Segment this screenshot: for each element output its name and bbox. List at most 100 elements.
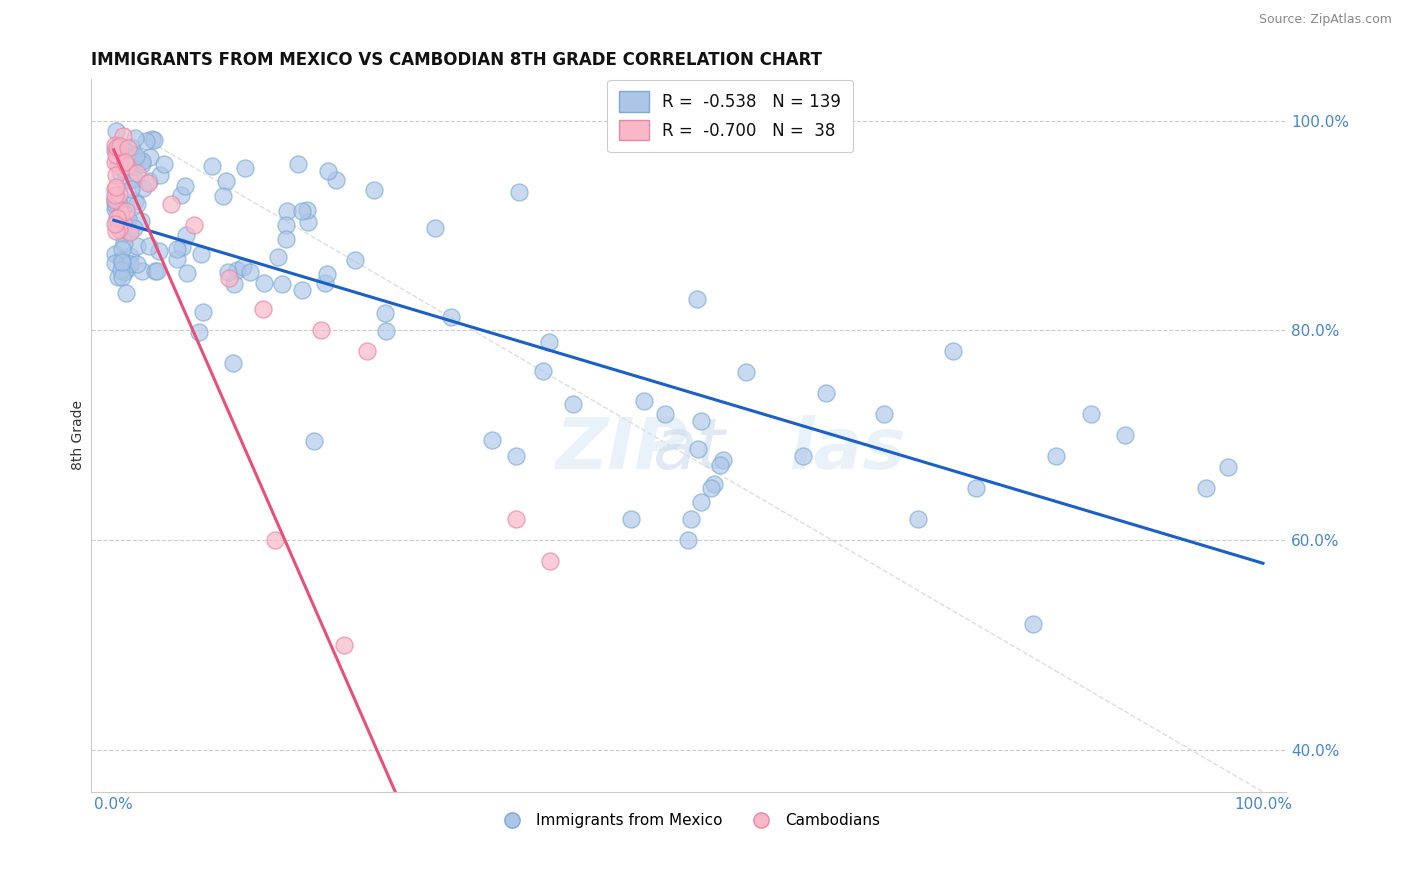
Point <box>114 255 136 269</box>
Point <box>104 179 127 194</box>
Point <box>110 263 132 277</box>
Point <box>124 131 146 145</box>
Point <box>1022 617 1045 632</box>
Text: Source: ZipAtlas.com: Source: ZipAtlas.com <box>1258 13 1392 27</box>
Point <box>105 140 128 154</box>
Point <box>107 200 129 214</box>
Point <box>620 512 643 526</box>
Point <box>540 554 562 568</box>
Point <box>131 213 153 227</box>
Point <box>124 220 146 235</box>
Point <box>505 512 527 526</box>
Point <box>111 254 134 268</box>
Point <box>375 324 398 338</box>
Point <box>356 344 378 359</box>
Point <box>297 215 319 229</box>
Point <box>792 449 814 463</box>
Point <box>232 260 254 275</box>
Point <box>107 140 129 154</box>
Point <box>139 150 162 164</box>
Point <box>344 253 367 268</box>
Point <box>700 481 723 495</box>
Point <box>201 159 224 173</box>
Point <box>120 225 142 239</box>
Point <box>112 235 135 250</box>
Point <box>965 481 987 495</box>
Point <box>734 365 756 379</box>
Point <box>423 221 446 235</box>
Point <box>117 140 139 154</box>
Point <box>111 129 134 144</box>
Point <box>118 249 141 263</box>
Point <box>112 265 135 279</box>
Point <box>111 257 134 271</box>
Point <box>111 215 134 229</box>
Point <box>104 143 127 157</box>
Point <box>686 293 709 307</box>
Point <box>316 163 339 178</box>
Point <box>114 155 136 169</box>
Text: ZIP: ZIP <box>557 415 689 484</box>
Point <box>107 270 129 285</box>
Point <box>222 277 245 292</box>
Point <box>263 533 285 548</box>
Point <box>562 397 585 411</box>
Point <box>942 344 965 359</box>
Point <box>104 247 127 261</box>
Point <box>104 199 127 213</box>
Point <box>136 177 159 191</box>
Point <box>1045 449 1067 463</box>
Point <box>108 186 131 201</box>
Point <box>215 174 238 188</box>
Point <box>481 434 503 448</box>
Point <box>217 265 239 279</box>
Point <box>702 476 724 491</box>
Point <box>291 283 314 297</box>
Point <box>815 386 838 401</box>
Point <box>267 250 290 264</box>
Point <box>166 252 188 267</box>
Point <box>131 154 153 169</box>
Point <box>111 162 134 177</box>
Point <box>291 203 314 218</box>
Point <box>689 414 711 428</box>
Point <box>191 304 214 318</box>
Point <box>295 203 318 218</box>
Point <box>138 239 160 253</box>
Point <box>686 442 709 456</box>
Point <box>115 159 138 173</box>
Text: las: las <box>790 415 907 484</box>
Point <box>104 168 127 182</box>
Point <box>117 212 139 227</box>
Point <box>190 246 212 260</box>
Point <box>141 131 163 145</box>
Point <box>166 242 188 256</box>
Point <box>105 124 128 138</box>
Point <box>114 143 136 157</box>
Point <box>111 227 134 241</box>
Point <box>174 227 197 242</box>
Point <box>104 137 127 152</box>
Point <box>135 134 157 148</box>
Point <box>148 244 170 259</box>
Point <box>332 638 354 652</box>
Point <box>125 166 148 180</box>
Point <box>253 276 276 290</box>
Point <box>104 217 127 231</box>
Point <box>654 407 676 421</box>
Point <box>678 533 700 548</box>
Point <box>127 239 149 253</box>
Point <box>104 202 127 216</box>
Point <box>711 453 734 467</box>
Point <box>149 168 172 182</box>
Point <box>505 449 527 463</box>
Point <box>114 163 136 178</box>
Point <box>907 512 929 526</box>
Point <box>170 187 193 202</box>
Point <box>122 148 145 162</box>
Point <box>105 216 128 230</box>
Point <box>143 264 166 278</box>
Point <box>125 159 148 173</box>
Point <box>108 139 131 153</box>
Point <box>270 277 292 291</box>
